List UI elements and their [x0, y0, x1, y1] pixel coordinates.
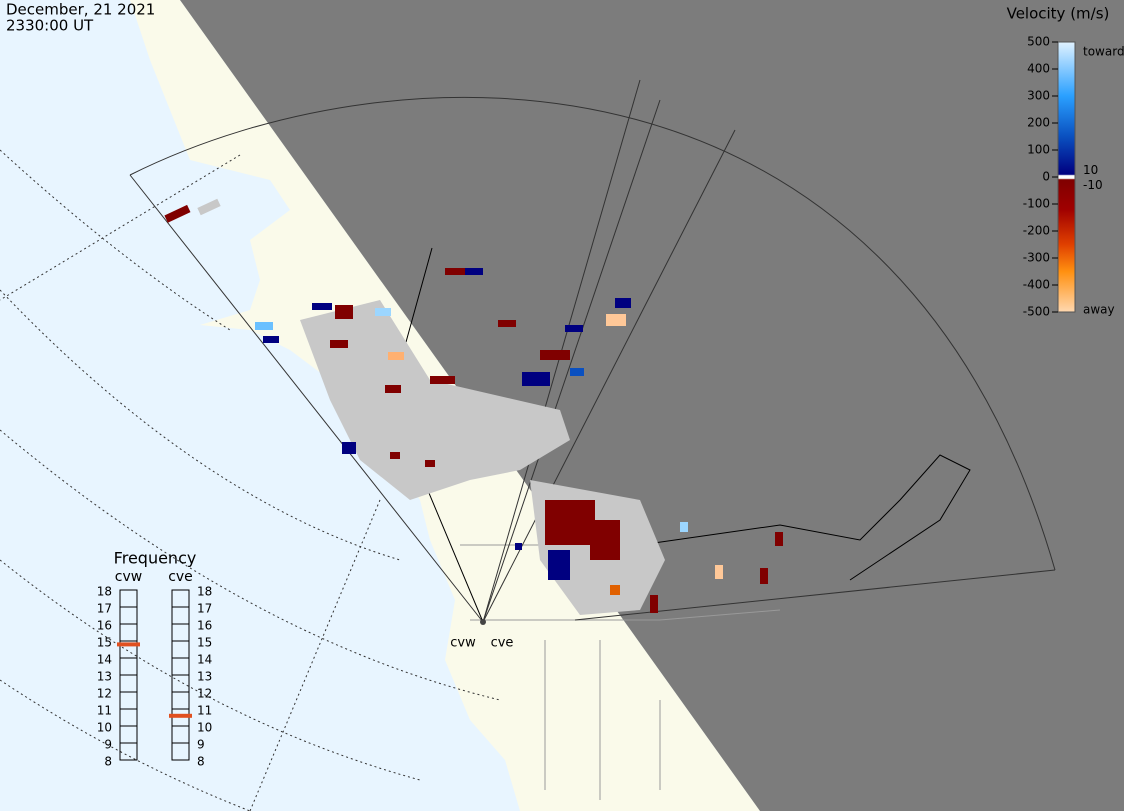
frequency-marker [117, 642, 140, 647]
gauge-tick-label: 18 [197, 585, 212, 599]
velocity-inner-label: -10 [1083, 178, 1103, 192]
away-label: away [1083, 303, 1115, 317]
gauge-tick-label: 9 [197, 738, 205, 752]
toward-label: toward [1083, 45, 1124, 59]
gauge-label: cve [168, 569, 193, 585]
gauge-tick-label: 8 [197, 755, 205, 769]
gauge-tick-label: 12 [197, 687, 212, 701]
night-shade [180, 0, 1124, 811]
gauge-tick-label: 9 [104, 738, 112, 752]
gauge-tick-label: 16 [197, 619, 212, 633]
gauge-tick-label: 15 [197, 636, 212, 650]
frequency-marker [169, 713, 192, 718]
radar-site [480, 619, 486, 625]
gauge-tick-label: 10 [197, 721, 212, 735]
velocity-tick-label: -100 [1023, 197, 1050, 211]
velocity-cells [164, 198, 783, 613]
date: December, 21 2021 [6, 1, 155, 19]
velocity-colorbar [1057, 41, 1076, 313]
velocity-tick-label: 100 [1027, 143, 1050, 157]
velocity-tick-label: -200 [1023, 224, 1050, 238]
radar-label: cve [491, 636, 514, 651]
gauge-tick-label: 12 [97, 687, 112, 701]
scatter-region [300, 300, 570, 500]
time: 2330:00 UT [6, 17, 94, 35]
gauge-tick-label: 13 [97, 670, 112, 684]
radar-label: cvw [450, 636, 476, 651]
gauge-tick-label: 13 [197, 670, 212, 684]
gauge-tick-label: 17 [197, 602, 212, 616]
gauge-tick-label: 18 [97, 585, 112, 599]
gauge-tick-label: 16 [97, 619, 112, 633]
gauge-tick-label: 10 [97, 721, 112, 735]
gauge-tick-label: 14 [97, 653, 112, 667]
gauge-tick-label: 15 [97, 636, 112, 650]
gauge-tick-label: 11 [97, 704, 112, 718]
velocity-tick-label: -300 [1023, 251, 1050, 265]
gauge-tick-label: 8 [104, 755, 112, 769]
velocity-tick-label: 500 [1027, 35, 1050, 49]
velocity-tick-label: 300 [1027, 89, 1050, 103]
gauge-tick-label: 17 [97, 602, 112, 616]
gauge-tick-label: 11 [197, 704, 212, 718]
velocity-inner-label: 10 [1083, 163, 1098, 177]
velocity-tick-label: -500 [1023, 305, 1050, 319]
us-canada-border [639, 454, 971, 581]
latitude-lines [0, 149, 501, 811]
velocity-tick-label: 200 [1027, 116, 1050, 130]
velocity-tick-label: 0 [1042, 170, 1050, 184]
gauge-tick-label: 14 [197, 653, 212, 667]
gauge-label: cvw [115, 569, 142, 585]
velocity-title: Velocity (m/s) [1007, 5, 1110, 23]
velocity-tick-label: 400 [1027, 62, 1050, 76]
velocity-tick-label: -400 [1023, 278, 1050, 292]
frequency-title: Frequency [114, 549, 197, 568]
